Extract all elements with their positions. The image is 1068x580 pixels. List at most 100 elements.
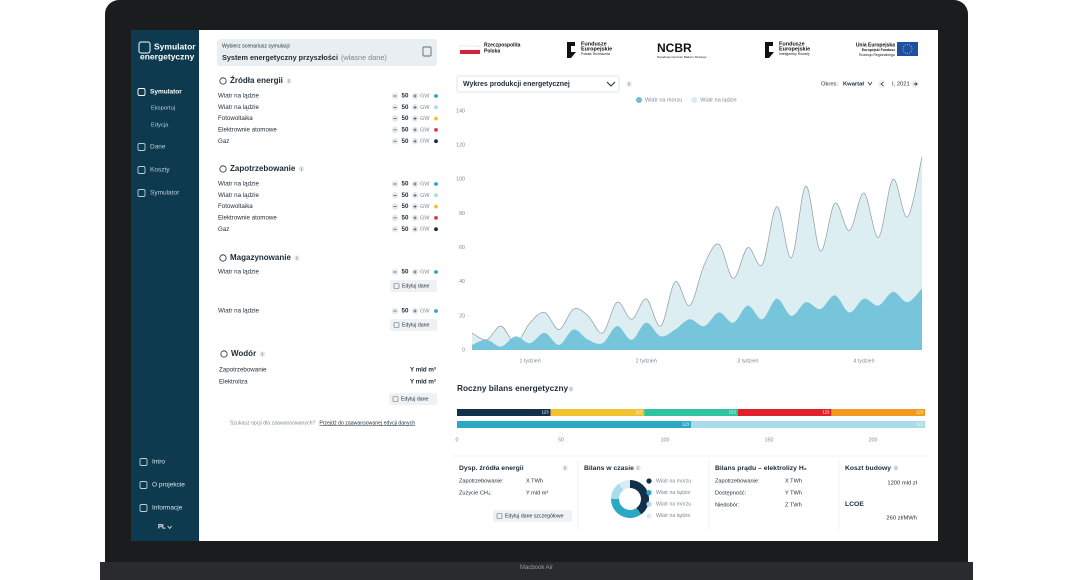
info-glyph — [300, 167, 302, 168]
nav-item[interactable]: Koszty — [150, 167, 170, 174]
x-tick-label: 100 — [661, 437, 670, 443]
row-value: Y mld m³ — [410, 379, 436, 386]
edit-button[interactable] — [390, 319, 437, 331]
segment-label: 123 — [542, 410, 550, 415]
info-glyph — [628, 82, 630, 83]
section-title: Magazynowanie — [230, 253, 291, 262]
chart-selector-label[interactable]: Wykres produkcji energetycznej — [463, 81, 570, 88]
section-icon — [219, 77, 227, 85]
row-value: 50 — [402, 115, 409, 122]
row-dot — [434, 216, 438, 220]
y-tick-label: 140 — [456, 108, 465, 114]
legend-label: Wiatr na morzu — [656, 478, 691, 484]
chart-selector[interactable] — [456, 75, 620, 93]
cost-value: 260 zł/MWh — [886, 516, 917, 522]
nav-item[interactable]: Informacje — [152, 505, 183, 512]
x-tick-label: 3 tydzień — [737, 358, 758, 364]
edit-button[interactable] — [493, 510, 572, 522]
edit-button-label: Edytuj dane — [402, 283, 430, 289]
logo-text: Rzeczpospolita — [484, 42, 521, 48]
info-glyph — [570, 387, 572, 388]
row-value: 50 — [402, 104, 409, 111]
legend-dot — [691, 97, 698, 103]
row-dot — [434, 139, 438, 144]
scenario-icon[interactable] — [422, 46, 432, 57]
logo-star — [911, 48, 913, 50]
logo-star — [910, 50, 912, 52]
section-icon — [219, 165, 227, 173]
balance-segment — [644, 409, 738, 416]
section-icon — [220, 350, 228, 358]
info-glyph — [564, 466, 566, 467]
language-switch[interactable]: PL — [158, 525, 166, 531]
row-label: Fotowoltaika — [218, 115, 253, 122]
x-tick-label: 50 — [558, 437, 564, 443]
segment-label: 123 — [916, 410, 924, 415]
scenario-box[interactable] — [217, 39, 437, 66]
laptop-base: Macbook Air — [100, 562, 973, 580]
y-tick-label: 60 — [459, 245, 465, 251]
legend-label: Wiatr na morzu — [656, 502, 691, 508]
logo-icon — [138, 41, 151, 54]
row-value: 50 — [402, 269, 409, 276]
nav-item[interactable]: Eksportuj — [151, 106, 175, 112]
info-glyph — [296, 256, 298, 257]
segment-label: 123 — [916, 422, 924, 427]
logo-star — [902, 48, 904, 50]
card-title: Bilans w czasie — [584, 465, 634, 472]
segment-label: 123 — [635, 410, 643, 415]
row-dot — [434, 128, 438, 132]
nav-item[interactable]: O projekcie — [152, 482, 185, 489]
edit-button[interactable] — [390, 280, 437, 292]
row-dot — [434, 116, 438, 121]
section-title: Źródła energii — [230, 76, 283, 85]
cost-value: 1200 mld zł — [887, 481, 917, 487]
row-label: Fotowoltaika — [218, 203, 253, 210]
balance-segment — [831, 409, 925, 416]
card-value: Z TWh — [785, 502, 802, 508]
logo-star — [909, 44, 911, 46]
logo-flag — [460, 50, 480, 54]
edit-button[interactable] — [389, 393, 437, 405]
row-unit: GW — [420, 105, 430, 111]
prev-button[interactable] — [878, 80, 886, 88]
logo-text: Narodowe Centrum Badań i Rozwoju — [657, 55, 707, 59]
nav-icon — [139, 481, 148, 489]
advanced-link[interactable]: Przejdź do zaawansowanej edycji danych — [319, 420, 415, 426]
card-value: X TWh — [526, 478, 543, 484]
legend-dot — [646, 478, 652, 484]
row-unit: GW — [420, 204, 430, 210]
sidebar — [131, 30, 199, 541]
donut-segment — [611, 498, 642, 518]
card-label: Zapotrzebowanie: — [715, 478, 760, 484]
x-tick-label: 150 — [765, 437, 774, 443]
row-value: 50 — [402, 308, 409, 315]
logo-star — [904, 44, 906, 46]
legend-label: Wiatr na lądzie — [656, 513, 690, 519]
row-value: 50 — [402, 127, 409, 134]
logo-mark — [567, 42, 576, 58]
next-arrow — [913, 82, 918, 86]
nav-icon — [137, 143, 146, 151]
nav-item[interactable]: Symulator — [150, 190, 180, 197]
logo-text: Fundusze — [581, 41, 607, 47]
logo-star — [910, 46, 912, 48]
nav-item[interactable]: Edycja — [151, 123, 169, 129]
nav-item[interactable]: Dane — [150, 144, 166, 151]
row-value: 50 — [402, 181, 409, 188]
nav-item[interactable]: Symulator — [150, 89, 182, 96]
donut-segment — [611, 483, 624, 500]
logo-star — [906, 43, 909, 46]
card-value: Y mld m³ — [526, 490, 548, 496]
period-select[interactable]: Kwartał — [843, 82, 864, 88]
nav-icon — [137, 88, 146, 96]
logo-flag — [459, 45, 481, 51]
row-unit: GW — [420, 93, 430, 99]
row-dot — [434, 204, 438, 209]
y-tick-label: 100 — [456, 177, 465, 183]
nav-item[interactable]: Intro — [152, 459, 165, 466]
row-label: Wiatr na lądzie — [218, 181, 259, 188]
logo-star — [904, 52, 906, 54]
logo-star — [903, 50, 905, 52]
edit-icon — [393, 283, 400, 289]
